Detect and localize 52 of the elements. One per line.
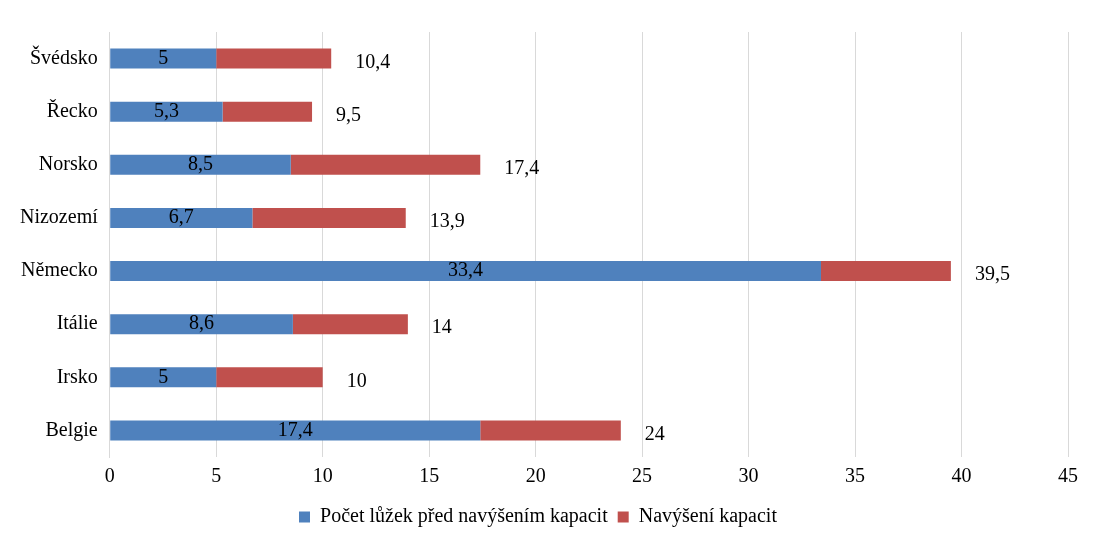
bar (292, 314, 408, 335)
data-label: 8,6 (189, 311, 215, 334)
total-label: 39,5 (974, 262, 1010, 285)
total-label: 10 (346, 368, 367, 391)
bar (110, 367, 217, 388)
total-label: 14 (431, 315, 452, 338)
x-tick-label: 40 (951, 464, 972, 487)
total-label: 17,4 (504, 156, 540, 179)
bar (110, 261, 821, 282)
x-tick-label: 20 (525, 464, 546, 487)
x-tick-label: 15 (419, 464, 440, 487)
bar (110, 420, 481, 441)
bar (216, 367, 323, 388)
bar (110, 101, 223, 122)
x-tick-label: 35 (845, 464, 866, 487)
bar (110, 48, 217, 69)
x-tick-label: 0 (104, 464, 115, 487)
bar (110, 154, 291, 175)
legend-label: Navýšení kapacit (638, 504, 778, 528)
data-label: 5 (158, 364, 169, 387)
y-tick-label: Švédsko (29, 44, 98, 68)
data-label: 8,5 (188, 152, 213, 175)
y-tick-label: Itálie (56, 311, 98, 334)
y-tick-label: Belgie (45, 417, 98, 441)
bar (110, 207, 253, 228)
bar (252, 207, 406, 228)
data-label: 33,4 (448, 258, 484, 281)
bar (480, 420, 621, 441)
x-tick-label: 25 (632, 464, 653, 487)
data-label: 17,4 (277, 417, 313, 440)
y-tick-label: Norsko (38, 152, 98, 175)
y-tick-label: Irsko (56, 364, 98, 387)
x-tick-label: 5 (211, 464, 222, 487)
y-tick-label: Nizozemí (19, 205, 99, 228)
total-label: 10,4 (355, 49, 391, 72)
total-label: 24 (644, 421, 665, 444)
total-label: 9,5 (336, 102, 362, 125)
data-label: 5,3 (153, 98, 179, 121)
x-tick-label: 10 (312, 464, 333, 487)
y-tick-label: Německo (21, 258, 98, 281)
total-label: 13,9 (429, 209, 465, 232)
data-label: 5 (158, 45, 169, 68)
data-label: 6,7 (168, 205, 194, 228)
x-tick-label: 45 (1058, 464, 1078, 487)
bar (110, 314, 293, 335)
bar (820, 261, 951, 282)
y-tick-label: Řecko (46, 98, 98, 121)
legend-label: Počet lůžek před navýšením kapacit (320, 504, 609, 528)
x-tick-label: 30 (738, 464, 759, 487)
bar (216, 48, 332, 69)
bar (222, 101, 313, 122)
bar (290, 154, 481, 175)
